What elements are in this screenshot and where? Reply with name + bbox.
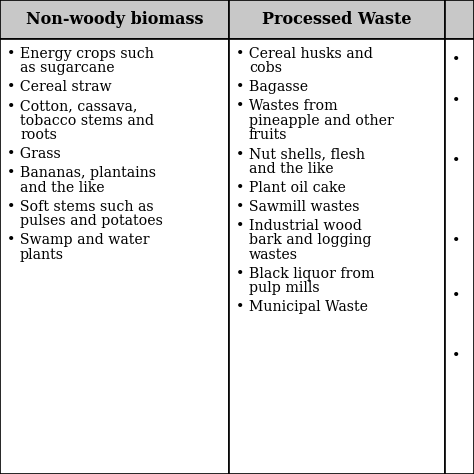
Text: • Cereal husks and: • Cereal husks and — [236, 47, 373, 61]
Text: • Grass: • Grass — [7, 147, 61, 161]
Text: • Cereal straw: • Cereal straw — [7, 81, 111, 94]
Text: and the like: and the like — [20, 181, 105, 195]
Text: wastes: wastes — [249, 248, 298, 262]
Bar — [229, 39, 445, 474]
Text: • Bagasse: • Bagasse — [236, 81, 308, 94]
Text: tobacco stems and: tobacco stems and — [20, 114, 154, 128]
Text: • Bananas, plantains: • Bananas, plantains — [7, 166, 156, 181]
Text: roots: roots — [20, 128, 57, 142]
Bar — [229, 0, 445, 39]
Text: •: • — [452, 349, 460, 363]
Text: as sugarcane: as sugarcane — [20, 61, 115, 75]
Text: plants: plants — [20, 248, 64, 262]
Bar — [0, 0, 229, 39]
Text: and the like: and the like — [249, 162, 334, 176]
Text: pulses and potatoes: pulses and potatoes — [20, 214, 163, 228]
Text: pineapple and other: pineapple and other — [249, 114, 394, 128]
Text: • Soft stems such as: • Soft stems such as — [7, 200, 154, 214]
Text: •: • — [452, 289, 460, 303]
Text: Non-woody biomass: Non-woody biomass — [26, 11, 203, 28]
Text: cobs: cobs — [249, 61, 282, 75]
Bar — [445, 39, 474, 474]
Text: • Sawmill wastes: • Sawmill wastes — [236, 200, 359, 214]
Text: Processed Waste: Processed Waste — [262, 11, 411, 28]
Bar — [0, 39, 229, 474]
Text: bark and logging: bark and logging — [249, 233, 372, 247]
Text: • Energy crops such: • Energy crops such — [7, 47, 154, 61]
Text: • Industrial wood: • Industrial wood — [236, 219, 362, 233]
Text: • Wastes from: • Wastes from — [236, 100, 337, 113]
Text: fruits: fruits — [249, 128, 287, 142]
Text: •: • — [452, 53, 460, 67]
Text: • Nut shells, flesh: • Nut shells, flesh — [236, 147, 365, 161]
Text: • Municipal Waste: • Municipal Waste — [236, 301, 368, 314]
Text: • Cotton, cassava,: • Cotton, cassava, — [7, 100, 137, 113]
Text: • Swamp and water: • Swamp and water — [7, 233, 149, 247]
Text: •: • — [452, 234, 460, 248]
Text: •: • — [452, 94, 460, 108]
Text: pulp mills: pulp mills — [249, 282, 319, 295]
Bar — [445, 0, 474, 39]
Text: •: • — [452, 154, 460, 168]
Text: • Black liquor from: • Black liquor from — [236, 267, 374, 281]
Text: • Plant oil cake: • Plant oil cake — [236, 181, 346, 195]
